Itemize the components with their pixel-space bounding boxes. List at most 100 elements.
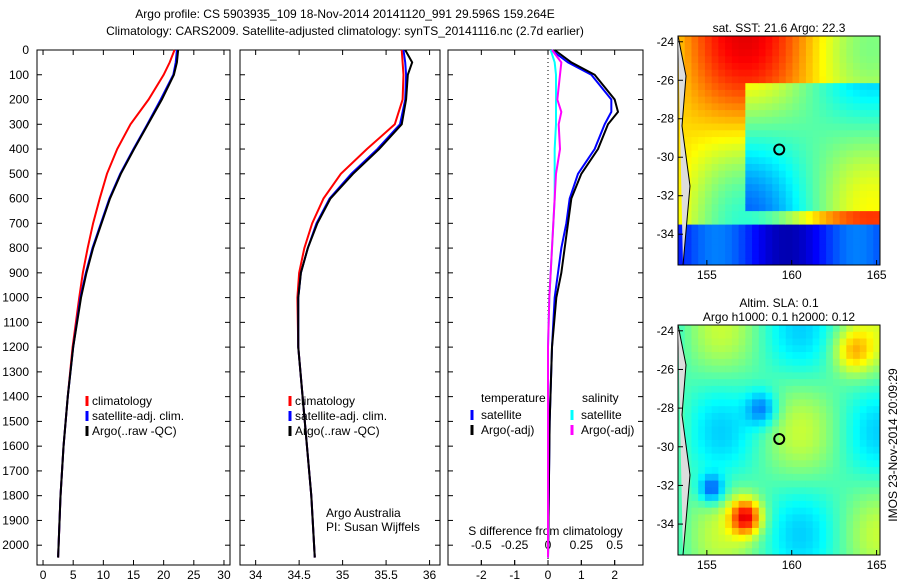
map-cell	[684, 352, 692, 360]
map-cell	[805, 83, 814, 91]
map-cell	[826, 170, 834, 178]
map-cell	[725, 507, 733, 515]
map-cell	[819, 358, 827, 367]
map-cell	[805, 69, 814, 77]
map-cell	[846, 190, 854, 199]
map-cell	[725, 224, 733, 232]
map-cell	[819, 487, 827, 495]
map-cell	[873, 143, 881, 151]
map-cell	[738, 534, 746, 542]
map-cell	[792, 521, 800, 529]
map-cell	[779, 123, 787, 131]
map-cell	[731, 177, 740, 185]
map-cell	[698, 143, 706, 151]
map-cell	[799, 440, 807, 448]
map-cell	[745, 36, 753, 44]
map-cell	[745, 49, 753, 57]
map-cell	[819, 453, 827, 461]
map-cell	[785, 358, 793, 367]
map-cell	[812, 500, 820, 509]
map-cell	[805, 130, 814, 138]
map-cell	[846, 197, 854, 205]
map-cell	[859, 365, 868, 373]
y-tick-label: 1300	[2, 365, 29, 379]
map-cell	[819, 130, 827, 138]
map-cell	[704, 399, 713, 407]
map-cell	[799, 224, 807, 232]
map-cell	[846, 170, 854, 178]
map-cell	[704, 494, 713, 502]
map-cell	[819, 56, 827, 64]
map-cell	[859, 197, 868, 205]
map-cell	[738, 163, 746, 172]
map-cell	[859, 527, 868, 536]
map-cell	[718, 163, 726, 172]
map-cell	[691, 224, 699, 232]
map-cell	[745, 440, 753, 448]
map-cell	[819, 385, 827, 394]
map-cell	[873, 541, 881, 549]
map-cell	[684, 365, 692, 373]
map-cell	[738, 440, 746, 448]
map-cell	[758, 96, 767, 104]
map-cell	[731, 96, 740, 104]
map-cell	[826, 177, 834, 185]
map-cell	[792, 83, 800, 91]
map-cell	[819, 224, 827, 232]
map-cell	[711, 480, 719, 488]
map-cell	[684, 137, 692, 145]
map-cell	[745, 251, 753, 259]
map-cell	[772, 231, 780, 239]
map-cell	[698, 211, 706, 219]
map-cell	[859, 143, 868, 151]
map-cell	[846, 406, 854, 414]
map-cell	[839, 392, 847, 400]
map-cell	[826, 123, 834, 131]
map-cell	[752, 217, 760, 226]
map-cell	[819, 177, 827, 185]
map-cell	[846, 426, 854, 434]
map-cell	[684, 385, 692, 394]
map-cell	[846, 69, 854, 77]
map-cell	[832, 379, 841, 387]
map-cell	[812, 103, 820, 111]
map-cell	[819, 426, 827, 434]
map-cell	[718, 338, 726, 346]
map-cell	[812, 453, 820, 461]
map-cell	[832, 42, 841, 50]
map-cell	[765, 217, 773, 226]
timestamp-label: IMOS 23-Nov-2014 20:09:29	[886, 368, 900, 522]
map-cell	[846, 527, 854, 536]
map-cell	[698, 527, 706, 536]
map-cell	[725, 433, 733, 441]
map-cell	[758, 453, 767, 461]
map-cell	[812, 412, 820, 421]
map-cell	[772, 69, 780, 77]
map-cell	[718, 385, 726, 394]
map-cell	[812, 177, 820, 185]
map-cell	[779, 500, 787, 509]
map-cell	[873, 177, 881, 185]
map-cell	[839, 500, 847, 509]
map-cell	[731, 62, 740, 71]
map-cell	[832, 238, 841, 246]
map-cell	[752, 42, 760, 50]
y-tick-label: 900	[9, 266, 29, 280]
map-cell	[752, 460, 760, 468]
map-cell	[826, 184, 834, 192]
map-cell	[698, 480, 706, 488]
map-cell	[873, 365, 881, 373]
map-cell	[799, 163, 807, 172]
map-cell	[799, 338, 807, 346]
map-cell	[819, 467, 827, 475]
map-cell	[799, 467, 807, 475]
map-cell	[866, 137, 874, 145]
map-cell	[718, 514, 726, 522]
map-cell	[805, 419, 814, 427]
map-cell	[779, 204, 787, 212]
map-cell	[698, 110, 706, 118]
map-cell	[752, 412, 760, 421]
map-cell	[779, 358, 787, 367]
map-cell	[765, 385, 773, 394]
map-cell	[691, 184, 699, 192]
